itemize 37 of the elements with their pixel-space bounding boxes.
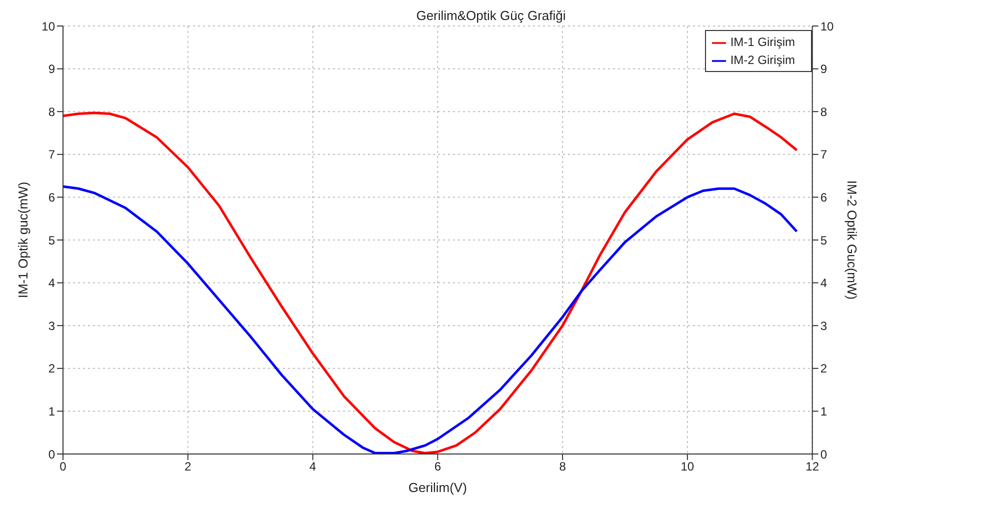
y2-tick-label: 8: [820, 104, 828, 119]
y2-tick-label: 2: [820, 362, 828, 376]
y2-tick-label: 5: [820, 233, 828, 248]
y-tick-label: 1: [48, 404, 56, 418]
legend-label: IM-2 Girişim: [730, 53, 795, 67]
y-tick-label: 3: [48, 318, 56, 333]
y-tick-label: 10: [42, 19, 56, 34]
legend-label: IM-1 Girişim: [730, 35, 795, 49]
chart-title: Gerilim&Optik Güç Grafiği: [416, 8, 566, 23]
y2-tick-label: 7: [820, 148, 828, 162]
y-tick-label: 0: [48, 447, 56, 462]
y-tick-label: 9: [48, 62, 56, 76]
y-tick-label: 2: [48, 362, 56, 376]
y2-tick-label: 3: [820, 318, 828, 333]
x-tick-label: 6: [434, 460, 442, 474]
x-tick-label: 12: [806, 460, 820, 474]
y-tick-label: 8: [48, 104, 56, 119]
y2-tick-label: 9: [820, 62, 828, 76]
y2-axis-title: IM-2 Optik Guc(mW): [844, 180, 860, 300]
line-series: [63, 112, 798, 454]
y2-tick-label: 6: [820, 190, 828, 204]
y2-tick-label: 1: [820, 404, 828, 418]
x-tick-label: 0: [60, 460, 67, 474]
y2-tick-label: 10: [820, 19, 834, 34]
y-tick-label: 5: [48, 233, 56, 248]
y-tick-label: 4: [48, 276, 56, 290]
x-tick-label: 8: [559, 460, 566, 474]
x-tick-label: 2: [184, 460, 192, 474]
x-tick-label: 4: [309, 460, 316, 474]
x-tick-label: 10: [680, 460, 694, 474]
x-axis-title: Gerilim(V): [408, 480, 467, 495]
line-series: [63, 185, 798, 454]
y-axis-title: IM-1 Optik guc(mW): [16, 182, 31, 298]
y2-tick-label: 4: [820, 276, 828, 290]
y-tick-label: 7: [48, 148, 56, 162]
y2-tick-label: 0: [820, 447, 828, 462]
y-tick-label: 6: [48, 190, 56, 204]
